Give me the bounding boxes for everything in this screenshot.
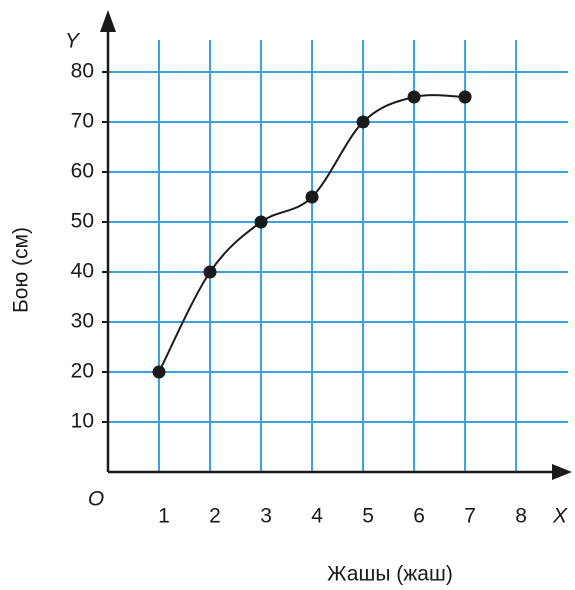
point bbox=[305, 190, 319, 204]
x-tick-label: 4 bbox=[311, 505, 323, 528]
x-tick-label: 5 bbox=[362, 505, 374, 528]
y-tick-label: 40 bbox=[71, 260, 94, 283]
x-tick-label: 3 bbox=[260, 505, 272, 528]
point bbox=[407, 90, 421, 104]
y-axis-arrow bbox=[100, 10, 116, 32]
point bbox=[458, 90, 472, 104]
y-tick-label: 30 bbox=[71, 310, 94, 333]
x-tick-label: 1 bbox=[158, 505, 170, 528]
y-axis-label: Бою (см) bbox=[10, 227, 33, 313]
y-tick-label: 20 bbox=[71, 360, 94, 383]
x-tick-label: 2 bbox=[209, 505, 221, 528]
y-tick-label: 50 bbox=[71, 210, 94, 233]
x-axis-symbol: X bbox=[552, 505, 568, 528]
point bbox=[254, 215, 268, 229]
y-tick-label: 80 bbox=[71, 60, 94, 83]
point bbox=[152, 365, 166, 379]
y-tick-label: 60 bbox=[71, 160, 94, 183]
x-tick-label: 6 bbox=[413, 505, 425, 528]
x-tick-label: 7 bbox=[464, 505, 476, 528]
y-tick-label: 10 bbox=[71, 410, 94, 433]
y-axis-symbol: Y bbox=[65, 30, 81, 53]
x-axis-label: Жашы (жаш) bbox=[327, 563, 453, 586]
origin-label: O bbox=[88, 488, 104, 511]
x-tick-label: 8 bbox=[515, 505, 527, 528]
point bbox=[203, 265, 217, 279]
y-tick-label: 70 bbox=[71, 110, 94, 133]
x-axis-arrow bbox=[552, 464, 572, 480]
point bbox=[356, 115, 370, 129]
